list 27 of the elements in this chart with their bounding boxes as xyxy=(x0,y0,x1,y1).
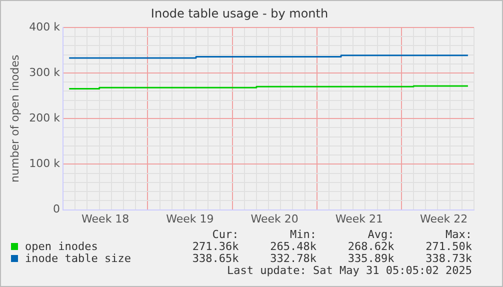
y-tick-label: 0 xyxy=(53,202,60,216)
text: Cur: xyxy=(211,228,239,241)
legend-label: inode table size xyxy=(24,252,132,265)
y-tick-label: 400 k xyxy=(29,20,61,34)
x-tick-label: Week 19 xyxy=(166,212,214,226)
x-tick-label: Week 20 xyxy=(250,212,298,226)
x-tick-label: Week 22 xyxy=(420,212,468,226)
y-tick-label: 100 k xyxy=(29,157,61,170)
text: 332.78k xyxy=(269,252,316,265)
text: 271.50k xyxy=(424,240,472,253)
text: 265.48k xyxy=(269,240,316,253)
text: Max: xyxy=(444,228,472,241)
text: Min: xyxy=(289,228,316,241)
text: 271.36k xyxy=(191,240,239,253)
legend-label: open inodes xyxy=(24,240,99,253)
text: 268.62k xyxy=(346,240,394,253)
y-axis-title: number of open inodes xyxy=(8,54,22,182)
text: 335.89k xyxy=(346,252,394,265)
text: 338.73k xyxy=(424,252,472,265)
y-tick-label: 300 k xyxy=(29,66,61,79)
text: 338.65k xyxy=(191,252,239,265)
y-tick-label: 200 k xyxy=(29,111,61,124)
text: Avg: xyxy=(366,228,394,241)
x-tick-label: Week 18 xyxy=(82,212,130,226)
text: Last update: Sat May 31 05:05:02 2025 xyxy=(226,264,472,277)
chart-title: Inode table usage - by month xyxy=(150,6,328,20)
x-tick-label: Week 21 xyxy=(335,212,383,226)
